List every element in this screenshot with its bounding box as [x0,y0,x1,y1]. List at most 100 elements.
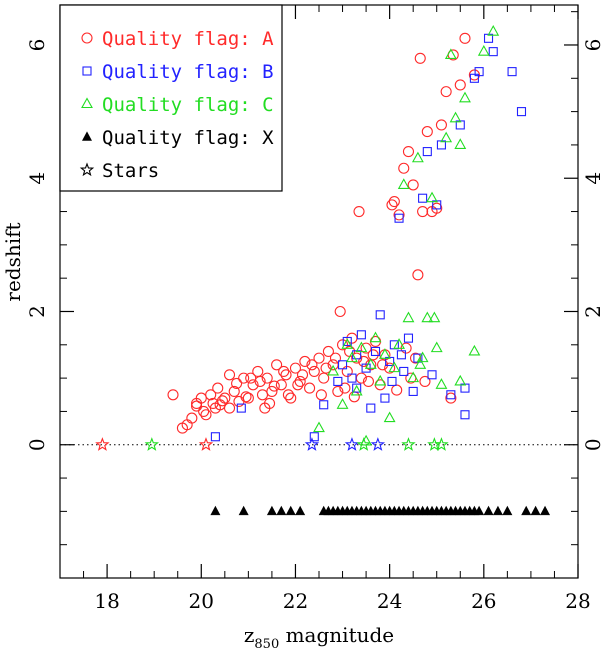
data-point [309,432,319,442]
data-point [435,119,447,131]
data-point [296,369,309,381]
data-point [446,390,456,400]
y-tick-label: 0 [25,438,49,451]
data-point [401,437,416,451]
data-point [295,505,306,516]
data-point [228,385,240,397]
data-point [483,505,494,516]
x-tick-label: 22 [283,589,308,613]
data-point [313,352,325,364]
data-point [341,365,353,378]
data-point [440,131,453,143]
data-point [285,505,296,516]
data-point [337,360,348,370]
data-point [469,73,479,83]
data-point [427,370,437,380]
data-point [319,400,329,410]
data-point [334,305,346,318]
data-point [422,147,432,157]
data-point [341,338,354,349]
legend-marker [79,162,95,177]
data-point [394,213,404,223]
legend-marker [81,97,93,109]
data-point [445,392,457,404]
x-tick-label: 24 [377,589,402,613]
data-point [474,505,485,516]
data-point [459,32,471,44]
data-point [268,380,280,392]
data-point [352,383,362,393]
data-point [346,351,358,363]
data-point [304,437,320,451]
data-point [236,403,246,413]
data-point [388,196,400,208]
data-point [502,505,513,516]
x-axis-label-main: z [244,623,255,647]
data-point [275,379,287,391]
data-point [261,372,273,384]
legend-box [59,4,283,192]
data-point [329,352,342,364]
data-point [444,48,457,60]
y-axis-label: redshift [1,222,25,301]
data-point [421,126,433,138]
data-point [388,361,401,373]
data-point [459,91,471,103]
data-point [223,369,236,381]
data-point [396,350,406,360]
data-point [416,351,429,363]
data-point [342,336,352,347]
legend: Quality flag: A Quality flag: B Quality fl… [59,4,283,192]
series-square [210,33,527,442]
data-point [418,193,428,203]
data-point [306,359,318,371]
axes-layer: 18 20 22 24 26 280 02 24 46 6 [25,5,605,613]
data-point [242,392,254,404]
data-point [487,25,500,36]
data-point [210,505,221,516]
data-point [223,402,236,414]
data-point [431,202,443,214]
series-circle [167,32,480,434]
data-point [238,372,250,384]
data-point [402,146,415,158]
data-point [292,379,304,391]
data-point [358,355,370,368]
data-point [353,205,365,218]
data-point [393,209,405,221]
data-point [449,111,462,123]
data-point [411,151,424,163]
data-point [327,364,340,376]
data-point [430,341,443,353]
data-point [315,389,327,401]
data-point [280,369,292,381]
legend-label: Stars [102,160,159,182]
y-tick-label: 2 [25,305,49,318]
data-point [386,199,398,211]
data-point [247,379,259,391]
y-tick-label: 4 [25,172,49,185]
legend-label: Quality flag: X [102,127,274,149]
data-point [516,107,527,117]
data-point [350,384,363,396]
data-point [304,382,316,394]
data-point [380,393,390,403]
data-point [391,384,403,396]
data-point [333,376,343,386]
data-point [339,382,351,394]
x-tick-label: 26 [471,589,496,613]
legend-items: Quality flag: A Quality flag: B Quality fl… [79,28,274,182]
data-point [289,362,302,374]
legend-label: Quality flag: C [102,94,274,116]
data-point [367,349,379,361]
x-axis-label-suffix: magnitude [286,623,395,647]
data-points-layer [95,25,551,516]
legend-label: Quality flag: A [102,28,274,50]
series-triangle [313,25,500,446]
data-point [95,437,110,451]
data-point [414,358,427,369]
data-point [435,378,448,389]
x-tick-label: 20 [189,589,214,613]
data-point [231,377,243,389]
